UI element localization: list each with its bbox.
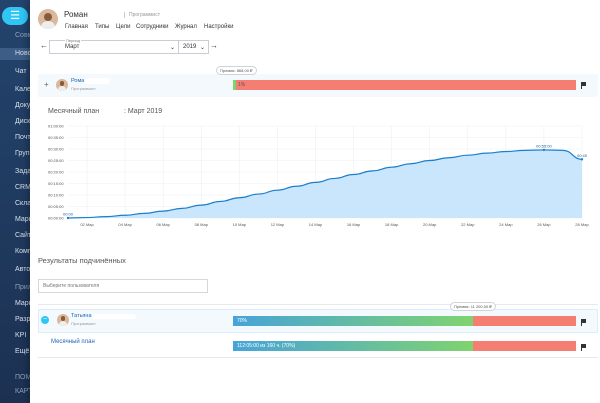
plan-title: Месячный план — [48, 108, 100, 115]
sidebar-item[interactable]: Автом — [15, 266, 36, 273]
sidebar-item[interactable]: Маркет — [15, 216, 39, 223]
row-avatar — [56, 79, 68, 91]
user-role: Программист — [124, 12, 160, 18]
kpi-progress-fill — [233, 80, 236, 90]
subordinate-bonus-tooltip: Премия: 11 200,00 ₽ — [450, 302, 496, 311]
monthly-plan-link[interactable]: Месячный план — [51, 339, 95, 345]
footer-divider — [38, 357, 598, 358]
nav-main[interactable]: Главная — [65, 24, 88, 30]
expand-plus-icon[interactable]: + — [44, 80, 49, 89]
kpi-progress-bar[interactable] — [233, 80, 576, 90]
sidebar-item[interactable]: KPI — [15, 332, 27, 339]
sidebar-item[interactable]: Совм — [15, 32, 33, 39]
chevron-down-icon: ⌄ — [199, 45, 205, 51]
subordinates-title: Результаты подчинённых — [38, 256, 126, 265]
subordinate-progress-label: 70% — [237, 318, 248, 324]
kpi-progress-label: 1% — [238, 82, 246, 88]
plan-progress-fill — [233, 341, 473, 351]
subordinate-avatar — [57, 314, 69, 326]
sidebar-item[interactable]: Диск — [15, 118, 31, 125]
sidebar-item[interactable]: Прил — [15, 284, 32, 291]
bonus-tooltip: Премия: 868,00 ₽ — [216, 66, 257, 75]
user-name[interactable]: Роман — [64, 10, 88, 19]
period-label: Период — [65, 38, 82, 43]
nav-journal[interactable]: Журнал — [175, 24, 197, 30]
nav-employees[interactable]: Сотрудники — [136, 24, 169, 30]
arrow-right-icon[interactable]: → — [210, 41, 218, 50]
flag-icon — [581, 344, 586, 351]
sidebar-item[interactable]: Почта — [15, 134, 35, 141]
row-user-role: Программист — [71, 86, 96, 91]
plan-period: : Март 2019 — [124, 108, 163, 115]
sidebar-item[interactable]: КАРТА — [15, 388, 37, 395]
section-divider — [38, 304, 598, 305]
flag-icon — [581, 319, 586, 326]
year-value: 2019 — [183, 44, 197, 50]
sidebar-item[interactable]: Сайты — [15, 232, 37, 239]
subordinate-role: Программист — [71, 321, 96, 326]
sidebar-item[interactable]: ПОМО — [15, 374, 37, 381]
row-user-name[interactable]: Роман — [71, 78, 88, 84]
plan-progress-label: 112:05:00 из 160 ч. (70%) — [237, 343, 296, 349]
flag-icon — [581, 82, 586, 89]
sidebar-item[interactable]: Ещё — [15, 348, 30, 355]
sidebar-item[interactable]: Склад — [15, 200, 36, 207]
user-avatar — [38, 9, 58, 29]
sidebar-item[interactable]: Маркет — [15, 300, 39, 307]
sidebar-item[interactable]: Чат — [15, 68, 27, 75]
collapse-minus-icon[interactable]: − — [41, 316, 49, 324]
chevron-down-icon: ⌄ — [169, 45, 175, 51]
arrow-left-icon[interactable]: ← — [40, 41, 48, 50]
name-field-line — [92, 314, 136, 319]
sidebar-item[interactable]: CRM — [15, 184, 31, 191]
month-value: Март — [65, 44, 80, 50]
sidebar-item[interactable]: Группы — [15, 150, 39, 157]
user-select-input[interactable] — [38, 279, 208, 293]
sidebar-item[interactable]: Задачи — [15, 168, 39, 175]
nav-settings[interactable]: Настройки — [204, 24, 234, 30]
subordinate-progress-fill — [233, 316, 473, 326]
month-select[interactable]: Период Март ⌄ — [49, 38, 179, 54]
menu-toggle-button[interactable]: ☰ — [2, 7, 28, 25]
year-select[interactable]: 2019 ⌄ — [178, 40, 209, 54]
nav-goals[interactable]: Цели — [116, 24, 131, 30]
subordinate-name[interactable]: Татьяна — [71, 313, 92, 319]
nav-types[interactable]: Типы — [95, 24, 110, 30]
name-field-line — [84, 78, 110, 84]
